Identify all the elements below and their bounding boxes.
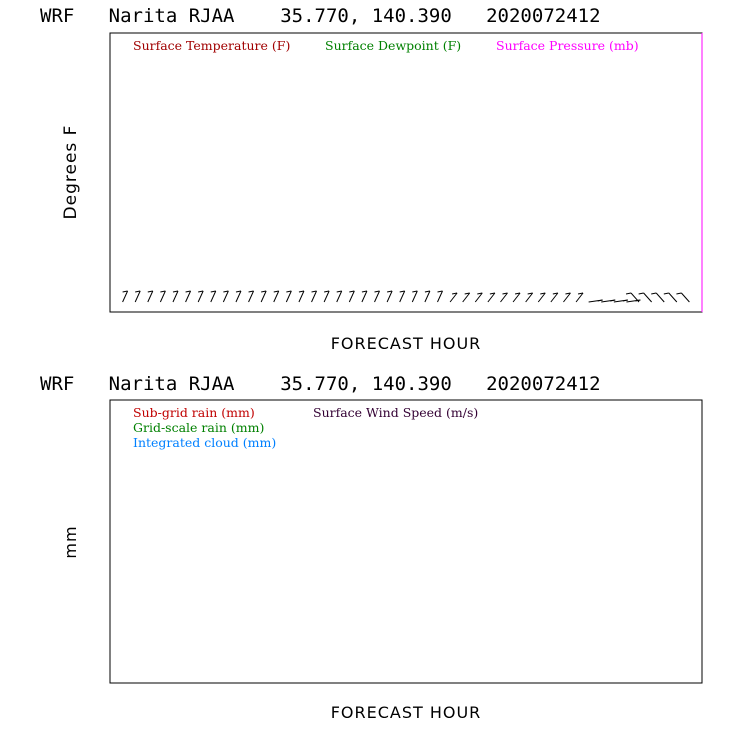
rain-wind-panel: WRF Narita RJAA 35.770, 140.390 20200724… (40, 373, 703, 722)
wind-barb (512, 292, 521, 303)
wind-barb (550, 292, 559, 303)
wind-barb (437, 290, 443, 303)
wind-barb (625, 292, 640, 303)
wind-barb (311, 290, 317, 303)
panel-1-legend-pressure: Surface Pressure (mb) (496, 38, 639, 53)
wind-barb (651, 292, 665, 303)
wind-barb (487, 292, 496, 303)
panel-1-x-label: FORECAST HOUR (331, 334, 482, 353)
panel-1-title: WRF Narita RJAA 35.770, 140.390 20200724… (40, 5, 601, 27)
wind-barb (537, 292, 546, 303)
wind-barb (348, 290, 355, 303)
wind-barb (210, 290, 217, 303)
wind-barb (248, 290, 255, 303)
wind-barb (588, 299, 603, 303)
wind-barb (134, 290, 141, 303)
wind-barbs (122, 290, 690, 303)
wind-barb (563, 292, 571, 303)
wind-barb (298, 290, 305, 303)
panel-2-legend-wind: Surface Wind Speed (m/s) (313, 405, 478, 420)
wind-barb (449, 292, 458, 303)
wind-barb (676, 292, 690, 303)
wind-barb (323, 290, 330, 303)
wind-barb (374, 290, 380, 303)
wind-barb (260, 290, 267, 303)
wind-barb (424, 290, 431, 303)
wind-barb (235, 290, 242, 303)
panel-2-legend-subgrid: Sub-grid rain (mm) (133, 405, 255, 420)
wind-barb (172, 290, 179, 303)
wind-barb (462, 292, 471, 303)
panel-1-legend-dewpoint: Surface Dewpoint (F) (325, 38, 461, 53)
wind-barb (601, 299, 616, 303)
wind-barb (185, 290, 192, 303)
wind-barb (411, 290, 418, 303)
panel-2-x-label: FORECAST HOUR (331, 703, 482, 722)
wind-barb (500, 292, 508, 303)
panel-1-legend-temperature: Surface Temperature (F) (133, 38, 290, 53)
wind-barb (663, 292, 678, 303)
panel-2-plot-frame (109, 399, 703, 684)
panel-1-y-label: Degrees F (61, 125, 81, 220)
panel-2-legend-gridscale: Grid-scale rain (mm) (133, 420, 264, 435)
temperature-panel: WRF Narita RJAA 35.770, 140.390 20200724… (40, 5, 703, 353)
panel-2-y-label: mm (61, 525, 80, 558)
panel-2-title: WRF Narita RJAA 35.770, 140.390 20200724… (40, 373, 601, 395)
wind-barb (399, 290, 406, 303)
wind-barb (613, 299, 628, 303)
wind-barb (222, 290, 229, 303)
wind-barb (525, 292, 534, 303)
wind-barb (575, 292, 584, 303)
panel-1-plot-frame (109, 32, 703, 313)
wind-barb (273, 290, 280, 303)
wind-barb (122, 290, 129, 303)
wind-barb (638, 292, 652, 303)
wind-barb (285, 290, 292, 303)
wind-barb (361, 290, 368, 303)
wind-barb (147, 290, 154, 303)
wind-barb (197, 290, 204, 303)
panel-2-legend-cloud: Integrated cloud (mm) (133, 435, 276, 450)
wind-barb (474, 292, 483, 303)
wind-barb (159, 290, 166, 303)
wind-barb (336, 290, 343, 303)
wind-barb (386, 290, 393, 303)
